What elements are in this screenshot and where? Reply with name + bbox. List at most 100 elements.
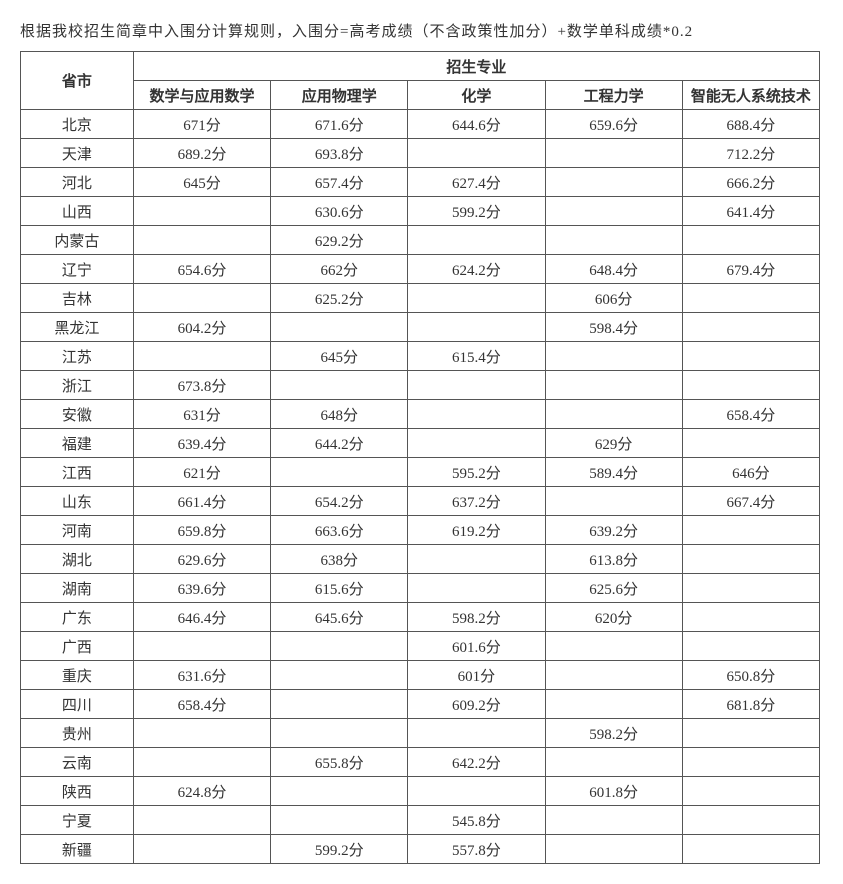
score-cell [271, 777, 408, 806]
province-cell: 贵州 [21, 719, 134, 748]
score-table: 省市 招生专业 数学与应用数学 应用物理学 化学 工程力学 智能无人系统技术 北… [20, 51, 820, 864]
score-cell: 638分 [271, 545, 408, 574]
province-cell: 浙江 [21, 371, 134, 400]
score-cell [408, 226, 545, 255]
table-row: 辽宁654.6分662分624.2分648.4分679.4分 [21, 255, 820, 284]
province-cell: 天津 [21, 139, 134, 168]
score-cell: 629.6分 [133, 545, 270, 574]
province-cell: 河南 [21, 516, 134, 545]
score-cell: 662分 [271, 255, 408, 284]
province-cell: 内蒙古 [21, 226, 134, 255]
score-cell: 673.8分 [133, 371, 270, 400]
score-cell: 659.6分 [545, 110, 682, 139]
score-cell [408, 284, 545, 313]
score-cell: 598.4分 [545, 313, 682, 342]
score-cell [682, 313, 819, 342]
score-cell: 688.4分 [682, 110, 819, 139]
table-row: 新疆599.2分557.8分 [21, 835, 820, 864]
score-cell [545, 632, 682, 661]
score-cell: 545.8分 [408, 806, 545, 835]
score-cell [545, 400, 682, 429]
score-cell: 604.2分 [133, 313, 270, 342]
score-cell: 657.4分 [271, 168, 408, 197]
score-cell: 606分 [545, 284, 682, 313]
score-cell: 601.6分 [408, 632, 545, 661]
score-cell: 639.2分 [545, 516, 682, 545]
table-row: 贵州 598.2分 [21, 719, 820, 748]
major-header-3: 工程力学 [545, 81, 682, 110]
province-cell: 山东 [21, 487, 134, 516]
score-cell: 654.2分 [271, 487, 408, 516]
province-cell: 辽宁 [21, 255, 134, 284]
score-cell [271, 313, 408, 342]
score-cell: 619.2分 [408, 516, 545, 545]
table-row: 山西630.6分599.2分641.4分 [21, 197, 820, 226]
score-cell: 629.2分 [271, 226, 408, 255]
table-row: 北京671分671.6分644.6分659.6分688.4分 [21, 110, 820, 139]
score-cell [271, 661, 408, 690]
major-header-2: 化学 [408, 81, 545, 110]
score-cell [133, 226, 270, 255]
province-cell: 广西 [21, 632, 134, 661]
score-cell: 620分 [545, 603, 682, 632]
table-row: 宁夏 545.8分 [21, 806, 820, 835]
score-cell: 589.4分 [545, 458, 682, 487]
score-cell [545, 487, 682, 516]
score-cell [271, 690, 408, 719]
score-cell: 598.2分 [545, 719, 682, 748]
score-cell [545, 371, 682, 400]
score-cell: 601.8分 [545, 777, 682, 806]
table-row: 湖北629.6分638分613.8分 [21, 545, 820, 574]
score-cell: 667.4分 [682, 487, 819, 516]
table-row: 福建639.4分644.2分629分 [21, 429, 820, 458]
score-cell [133, 342, 270, 371]
score-cell [682, 516, 819, 545]
score-cell [682, 719, 819, 748]
table-row: 四川658.4分609.2分681.8分 [21, 690, 820, 719]
score-cell: 666.2分 [682, 168, 819, 197]
table-row: 河北645分657.4分627.4分666.2分 [21, 168, 820, 197]
score-cell: 624.2分 [408, 255, 545, 284]
major-headers-row: 数学与应用数学 应用物理学 化学 工程力学 智能无人系统技术 [21, 81, 820, 110]
score-cell [682, 603, 819, 632]
score-cell [408, 313, 545, 342]
table-row: 广东646.4分645.6分598.2分620分 [21, 603, 820, 632]
province-cell: 云南 [21, 748, 134, 777]
table-row: 浙江673.8分 [21, 371, 820, 400]
score-cell: 650.8分 [682, 661, 819, 690]
score-cell: 646.4分 [133, 603, 270, 632]
score-cell: 644.2分 [271, 429, 408, 458]
table-row: 广西 601.6分 [21, 632, 820, 661]
score-cell: 631分 [133, 400, 270, 429]
score-cell: 671分 [133, 110, 270, 139]
province-cell: 江苏 [21, 342, 134, 371]
score-cell [682, 284, 819, 313]
score-cell [545, 835, 682, 864]
table-row: 天津689.2分693.8分712.2分 [21, 139, 820, 168]
score-cell: 609.2分 [408, 690, 545, 719]
score-cell: 681.8分 [682, 690, 819, 719]
score-cell: 689.2分 [133, 139, 270, 168]
score-cell: 615.6分 [271, 574, 408, 603]
score-cell: 659.8分 [133, 516, 270, 545]
score-cell [408, 545, 545, 574]
score-cell [682, 835, 819, 864]
score-cell [545, 661, 682, 690]
province-cell: 广东 [21, 603, 134, 632]
province-cell: 新疆 [21, 835, 134, 864]
major-header-0: 数学与应用数学 [133, 81, 270, 110]
score-cell [408, 400, 545, 429]
table-row: 江苏645分615.4分 [21, 342, 820, 371]
table-row: 安徽631分648分658.4分 [21, 400, 820, 429]
province-cell: 宁夏 [21, 806, 134, 835]
score-cell [271, 719, 408, 748]
score-cell [408, 574, 545, 603]
province-cell: 重庆 [21, 661, 134, 690]
score-cell [133, 719, 270, 748]
score-cell: 679.4分 [682, 255, 819, 284]
score-cell: 637.2分 [408, 487, 545, 516]
score-cell: 599.2分 [408, 197, 545, 226]
province-cell: 北京 [21, 110, 134, 139]
score-cell: 644.6分 [408, 110, 545, 139]
score-cell: 595.2分 [408, 458, 545, 487]
